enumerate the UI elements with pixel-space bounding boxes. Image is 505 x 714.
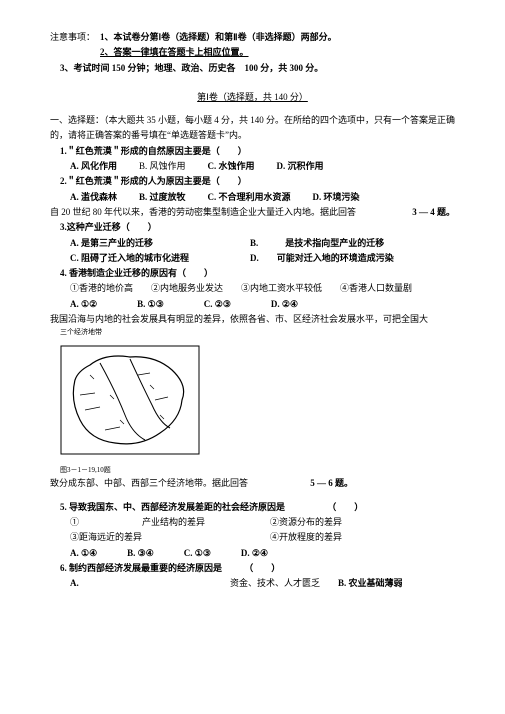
q3-opt-c: C. 阻碍了迁入地的城市化进程 xyxy=(70,251,250,266)
q2-opt-a: A. 滥伐森林 xyxy=(70,190,117,205)
passage-56-lead: 我国沿海与内地的社会发展具有明显的差异，依照各省、市、区经济社会发展水平，可把全… xyxy=(50,312,455,327)
q1-opt-c: C. 水蚀作用 xyxy=(208,159,255,174)
q4-c4: ④香港人口数量剧 xyxy=(340,281,412,296)
q2-options: A. 滥伐森林 B. 过度放牧 C. 不合理利用水资源 D. 环境污染 xyxy=(50,190,455,205)
notice-block: 注意事项： 1、本试卷分第Ⅰ卷（选择题）和第Ⅱ卷（非选择题）两部分。 2、答案一… xyxy=(50,30,455,61)
q6-opt-a-text: 资金、技术、人才匮乏 xyxy=(230,576,320,591)
q2-stem: 2.＂红色荒漠＂形成的人为原因主要是（ ） xyxy=(50,174,455,189)
q1-options: A. 风化作用 B. 风蚀作用 C. 水蚀作用 D. 沉积作用 xyxy=(50,159,455,174)
q4-c2: C. ②③ xyxy=(204,297,231,312)
q4-a: A. ①② xyxy=(70,297,97,312)
q3-options-row1: A. 是第三产业的迁移 B. 是技术指向型产业的迁移 xyxy=(50,236,455,251)
q5-d: D. ②④ xyxy=(241,546,268,561)
q4-c3: ③内地工资水平较低 xyxy=(241,281,322,296)
notice-item-1: 1、本试卷分第Ⅰ卷（选择题）和第Ⅱ卷（非选择题）两部分。 xyxy=(100,30,455,45)
q6-stem: 6. 制约西部经济发展最重要的经济原因是 xyxy=(50,563,222,573)
passage-56-cont-row: 致分成东部、中部、西部三个经济地带。据此回答 5 — 6 题。 xyxy=(50,476,455,491)
notice-body: 1、本试卷分第Ⅰ卷（选择题）和第Ⅱ卷（非选择题）两部分。 2、答案一律填在答题卡… xyxy=(100,30,455,61)
q5-c3: ③距海远近的差异 xyxy=(70,530,270,545)
instructions: 一、选择题：（本大题共 35 小题，每小题 4 分，共 140 分。在所给的四个… xyxy=(50,113,455,144)
q4-stem: 4. 香港制造企业迁移的原因有（ ） xyxy=(50,266,455,281)
q6-opt-b: B. 农业基础薄弱 xyxy=(338,576,403,591)
q6-row: 6. 制约西部经济发展最重要的经济原因是 （ ） xyxy=(50,561,455,576)
notice-item-3: 3、考试时间 150 分钟；地理、政治、历史各 100 分，共 300 分。 xyxy=(50,61,455,76)
q2-opt-d: D. 环境污染 xyxy=(313,190,360,205)
q3-opt-d: D. 可能对迁入地的环境造成污染 xyxy=(250,251,394,266)
notice-label: 注意事项： xyxy=(50,30,100,61)
q4-d: D. ②④ xyxy=(271,297,298,312)
q5-a: A. ①④ xyxy=(70,546,97,561)
q5-c4: ④开放程度的差异 xyxy=(270,530,342,545)
passage-34: 自 20 世纪 80 年代以来，香港的劳动密集型制造企业大量迁入内地。据此回答 … xyxy=(50,205,455,220)
q5-c1: ① 产业结构的差异 xyxy=(70,515,270,530)
q3-opt-a: A. 是第三产业的迁移 xyxy=(70,236,250,251)
q4-answers: A. ①② B. ①③ C. ②③ D. ②④ xyxy=(50,297,455,312)
q1-stem: 1.＂红色荒漠＂形成的自然原因主要是（ ） xyxy=(50,144,455,159)
q4-circled: ①香港的地价高 ②内地服务业发达 ③内地工资水平较低 ④香港人口数量剧 xyxy=(50,281,455,296)
q1-opt-d: D. 沉积作用 xyxy=(277,159,324,174)
q4-c2: ②内地服务业发达 xyxy=(151,281,223,296)
q3-options-row2: C. 阻碍了迁入地的城市化进程 D. 可能对迁入地的环境造成污染 xyxy=(50,251,455,266)
china-map-icon xyxy=(60,345,200,455)
map-small-caption: 三个经济地带 xyxy=(60,327,455,339)
passage-56-cont: 致分成东部、中部、西部三个经济地带。据此回答 xyxy=(50,478,248,488)
q5-b: B. ③④ xyxy=(127,546,154,561)
q6-options: A. 资金、技术、人才匮乏 B. 农业基础薄弱 xyxy=(50,576,455,591)
q1-opt-b: B. 风蚀作用 xyxy=(139,159,186,174)
q5-answers: A. ①④ B. ③④ C. ①③ D. ②④ xyxy=(50,546,455,561)
q6-opt-a: A. xyxy=(70,576,230,591)
q2-opt-b: B. 过度放牧 xyxy=(139,190,186,205)
q1-opt-a: A. 风化作用 xyxy=(70,159,117,174)
q5-c2: ②资源分布的差异 xyxy=(270,515,342,530)
q3-opt-b: B. 是技术指向型产业的迁移 xyxy=(250,236,384,251)
q5-row: 5. 导致我国东、中、西部经济发展差距的社会经济原因是 （ ） xyxy=(50,500,455,515)
figure-label: 图3－1－19,10题 xyxy=(60,465,455,477)
section-header: 第Ⅰ卷（选择题，共 140 分） xyxy=(50,90,455,105)
q5-paren: （ ） xyxy=(327,502,363,512)
passage-34-lead: 自 20 世纪 80 年代以来，香港的劳动密集型制造企业大量迁入内地。据此回答 xyxy=(50,207,356,217)
q2-opt-c: C. 不合理利用水资源 xyxy=(208,190,291,205)
q4-b: B. ①③ xyxy=(137,297,164,312)
q6-paren: （ ） xyxy=(244,563,280,573)
q5-c: C. ①③ xyxy=(184,546,211,561)
q4-c1: ①香港的地价高 xyxy=(70,281,133,296)
notice-item-2: 2、答案一律填在答题卡上相应位置。 xyxy=(100,45,455,60)
q5-circled-row1: ① 产业结构的差异 ②资源分布的差异 xyxy=(50,515,455,530)
passage-34-range: 3 — 4 题。 xyxy=(412,205,455,220)
q5-stem: 5. 导致我国东、中、西部经济发展差距的社会经济原因是 xyxy=(50,502,285,512)
q5-circled-row2: ③距海远近的差异 ④开放程度的差异 xyxy=(50,530,455,545)
q3-stem: 3.这种产业迁移（ ） xyxy=(50,220,455,235)
passage-56-range: 5 — 6 题。 xyxy=(310,478,353,488)
